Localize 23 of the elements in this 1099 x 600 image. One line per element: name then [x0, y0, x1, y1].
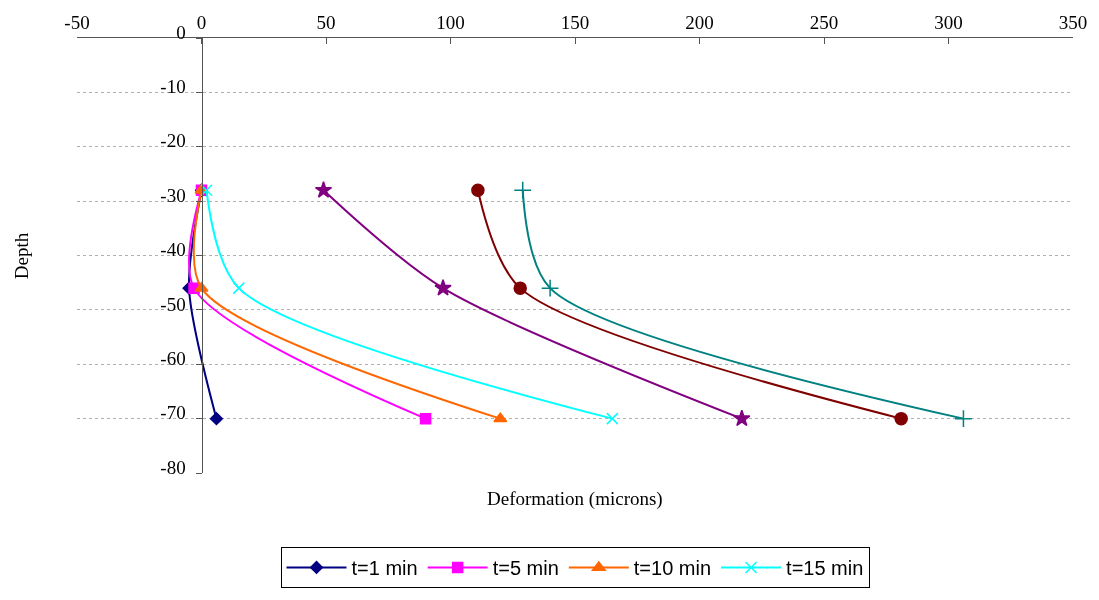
x-tick-label: 350: [1058, 12, 1088, 34]
x-tick-label: 200: [685, 12, 714, 34]
x-axis-title: Deformation (microns): [487, 488, 663, 510]
x-tick-label: 250: [809, 12, 839, 34]
y-tick-label: -40: [160, 239, 186, 261]
x-tick-label: 50: [316, 12, 336, 34]
y-tick-label: -60: [160, 347, 186, 369]
y-tick-label: -30: [160, 184, 186, 206]
y-axis-title: Depth: [11, 232, 33, 280]
legend-label: t=15 min: [786, 557, 864, 580]
x-tick-label: 100: [436, 12, 465, 34]
x-tick-label: -50: [64, 12, 90, 34]
y-tick-label: -70: [160, 402, 186, 424]
y-tick-label: -50: [160, 293, 186, 315]
y-tick-label: -10: [160, 76, 186, 98]
legend-label: t=10 min: [633, 557, 712, 580]
legend-label: t=1 min: [351, 557, 418, 580]
legend-label: t=5 min: [492, 557, 559, 580]
x-tick-label: 300: [934, 12, 963, 34]
x-tick-label: 0: [196, 12, 207, 34]
x-tick-label: 150: [560, 12, 590, 34]
y-tick-label: -80: [160, 456, 186, 478]
y-tick-label: -20: [160, 130, 186, 152]
